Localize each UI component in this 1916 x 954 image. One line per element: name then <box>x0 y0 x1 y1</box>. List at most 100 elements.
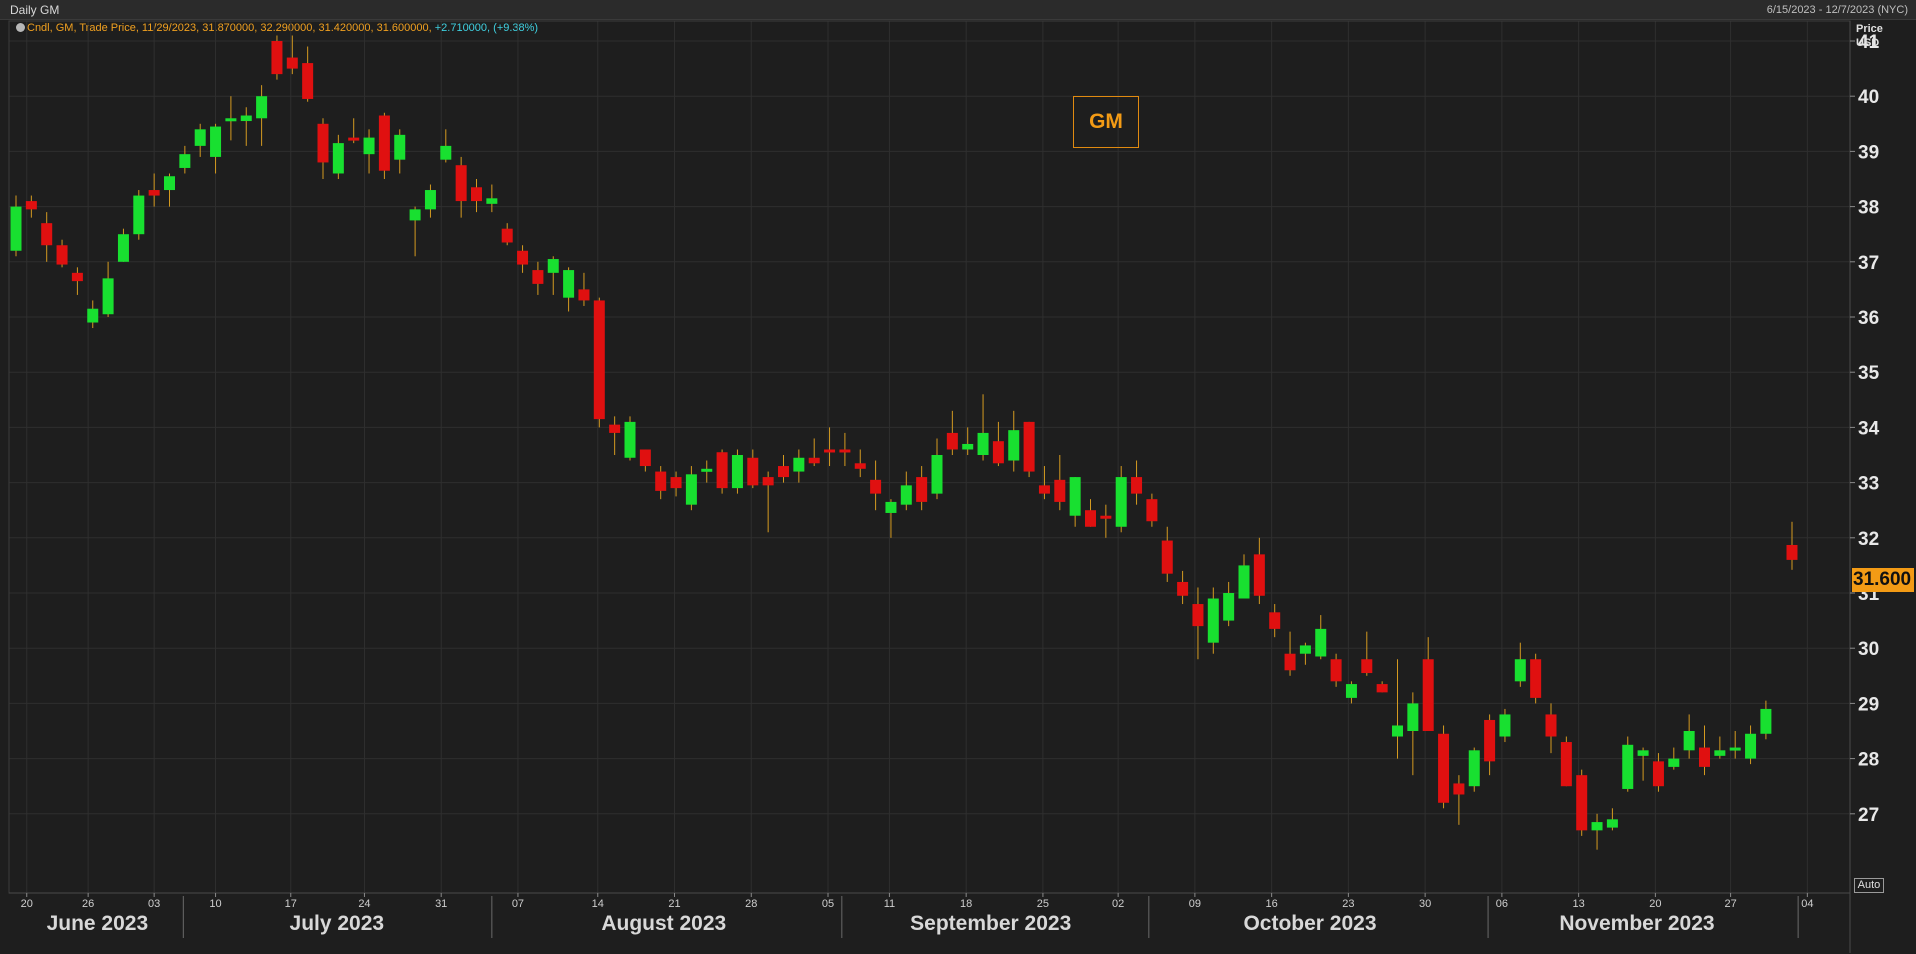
candle-up <box>332 143 344 174</box>
candle-down <box>501 228 513 243</box>
y-tick-label: 32 <box>1858 529 1879 550</box>
title-bar: Daily GM 6/15/2023 - 12/7/2023 (NYC) <box>0 0 1916 20</box>
candle-down <box>854 463 866 469</box>
candle-up <box>102 278 114 315</box>
candle-down <box>916 477 928 502</box>
x-tick-label: 30 <box>1419 898 1431 910</box>
x-tick-label: 05 <box>822 898 834 910</box>
candle-up <box>164 176 175 191</box>
candle-up <box>1345 684 1357 698</box>
candle-down <box>655 471 667 491</box>
candle-down <box>1054 479 1066 502</box>
candle-up <box>685 474 697 505</box>
candle-up <box>1514 659 1526 682</box>
candle-up <box>1760 708 1772 734</box>
candle-up <box>1668 758 1680 767</box>
month-label: August 2023 <box>601 912 726 935</box>
y-tick-label: 41 <box>1858 32 1880 53</box>
candle-up <box>1407 703 1419 731</box>
plot-frame <box>8 20 1851 953</box>
candle-down <box>1576 775 1588 831</box>
x-tick-label: 07 <box>512 898 524 910</box>
candle-down <box>1023 421 1035 472</box>
candle-wicks <box>15 35 1793 850</box>
candle-up <box>133 195 145 235</box>
candle-down <box>609 424 621 433</box>
x-tick-label: 11 <box>884 898 895 910</box>
y-tick-label: 37 <box>1858 253 1879 274</box>
y-tick-label: 27 <box>1858 805 1879 826</box>
candle-down <box>1786 544 1798 560</box>
candle-up <box>10 206 22 251</box>
y-axis-title-currency: USD <box>1856 37 1879 49</box>
candle-down <box>1484 719 1496 762</box>
ticker-label[interactable]: GM <box>1073 96 1139 148</box>
month-label: October 2023 <box>1243 912 1376 935</box>
candle-bodies <box>10 41 1798 831</box>
candle-down <box>1453 783 1465 795</box>
x-tick-label: 13 <box>1573 898 1585 910</box>
y-tick-label: 35 <box>1858 363 1880 384</box>
candle-up <box>409 209 421 221</box>
date-range[interactable]: 6/15/2023 - 12/7/2023 (NYC) <box>1766 4 1908 16</box>
x-tick-label: 04 <box>1801 898 1813 910</box>
candle-down <box>1438 733 1450 803</box>
x-tick-label: 27 <box>1724 898 1736 910</box>
x-tick-label: 10 <box>209 898 221 910</box>
x-tick-label: 03 <box>148 898 160 910</box>
candle-down <box>1161 540 1173 574</box>
candle-down <box>824 449 836 453</box>
candle-up <box>1392 725 1403 737</box>
candle-down <box>532 270 544 284</box>
candle-down <box>317 123 329 163</box>
series-settings-icon[interactable] <box>16 23 25 32</box>
candle-down <box>517 250 529 265</box>
candle-up <box>1468 750 1480 787</box>
candle-up <box>225 118 237 122</box>
candle-down <box>471 187 482 202</box>
candle-up <box>210 126 222 157</box>
candle-up <box>1606 819 1618 828</box>
x-tick-label: 06 <box>1496 898 1508 910</box>
candle-up <box>1315 628 1327 657</box>
x-tick-label: 18 <box>960 898 972 910</box>
y-tick-label: 29 <box>1858 694 1879 715</box>
month-label: June 2023 <box>47 912 149 935</box>
y-tick-label: 36 <box>1858 308 1879 329</box>
grid-lines <box>9 21 1850 893</box>
candle-down <box>778 466 789 478</box>
candle-up <box>424 190 436 210</box>
candle-up <box>179 154 191 168</box>
candle-down <box>1269 612 1281 629</box>
x-tick-label: 02 <box>1112 898 1124 910</box>
candle-down <box>1253 554 1265 596</box>
candle-up <box>900 485 912 505</box>
candle-up <box>256 96 268 119</box>
candle-up <box>701 468 713 472</box>
x-tick-label: 25 <box>1037 898 1049 910</box>
candle-down <box>25 201 37 210</box>
candle-down <box>839 449 851 453</box>
candle-down <box>762 477 774 486</box>
candle-down <box>1530 659 1542 698</box>
x-tick-label: 20 <box>21 898 33 910</box>
x-tick-label: 31 <box>435 898 447 910</box>
candle-down <box>670 477 682 489</box>
candle-up <box>1069 477 1081 516</box>
candle-down <box>1192 604 1204 627</box>
candle-up <box>1714 750 1726 756</box>
candle-up <box>1622 744 1634 789</box>
x-tick-label: 14 <box>592 898 604 910</box>
y-tick-label: 33 <box>1858 474 1879 495</box>
candle-down <box>1361 659 1373 674</box>
auto-scale-button[interactable]: Auto <box>1854 878 1884 893</box>
window-title: Daily GM <box>10 3 60 17</box>
x-tick-label: 09 <box>1189 898 1201 910</box>
x-tick-label: 24 <box>358 898 370 910</box>
candle-up <box>1223 593 1235 621</box>
candle-up <box>962 443 974 450</box>
candle-up <box>1591 822 1603 831</box>
candle-up <box>440 145 452 160</box>
